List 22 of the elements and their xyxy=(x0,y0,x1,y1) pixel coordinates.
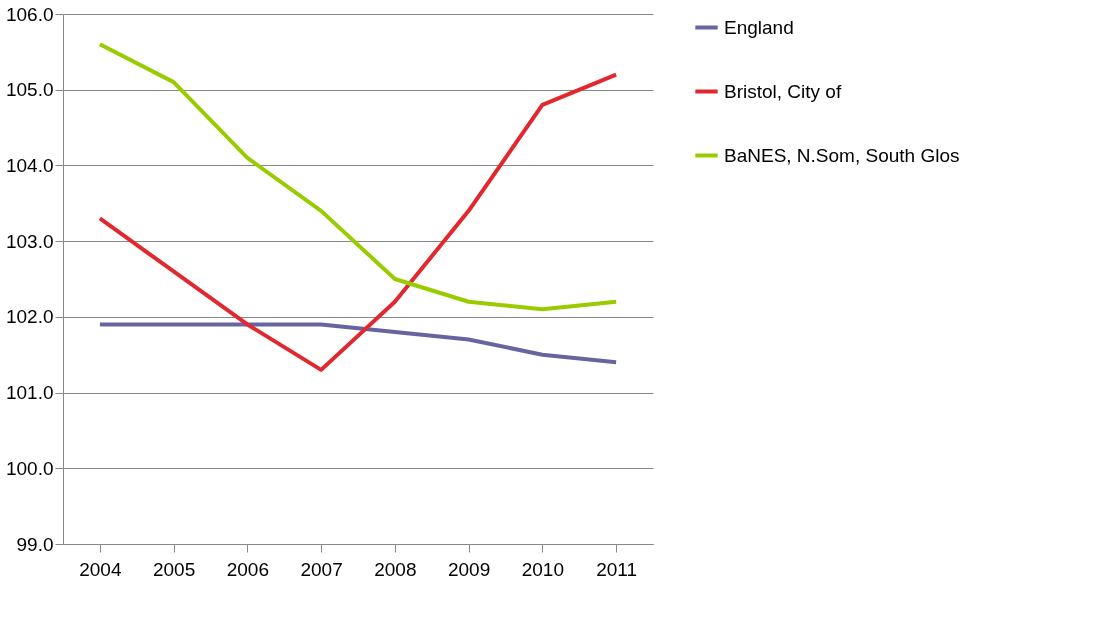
y-tick-label: 105.0 xyxy=(5,79,54,101)
x-tick-label: 2011 xyxy=(596,558,638,580)
y-tick-label: 101.0 xyxy=(5,382,54,404)
legend-label: BaNES, N.Som, South Glos xyxy=(724,144,960,166)
x-tick-label: 2004 xyxy=(79,558,122,580)
line-series xyxy=(97,42,619,312)
y-tick-label: 102.0 xyxy=(5,306,54,328)
y-tick-label: 106.0 xyxy=(5,3,54,25)
x-tick-label: 2008 xyxy=(374,558,417,580)
line-series xyxy=(97,322,619,365)
line-series xyxy=(97,72,619,372)
x-tick-label: 2007 xyxy=(300,558,343,580)
y-tick-label: 103.0 xyxy=(5,230,54,252)
y-tick-label: 100.0 xyxy=(5,457,54,479)
x-tick-label: 2005 xyxy=(152,558,196,580)
legend-label: Bristol, City of xyxy=(724,80,842,102)
legend-label: England xyxy=(724,16,794,38)
y-tick-label: 99.0 xyxy=(16,533,54,555)
x-tick-label: 2010 xyxy=(521,558,565,580)
y-tick-label: 104.0 xyxy=(5,154,54,176)
x-tick-label: 2009 xyxy=(447,558,491,580)
x-tick-label: 2006 xyxy=(226,558,270,580)
